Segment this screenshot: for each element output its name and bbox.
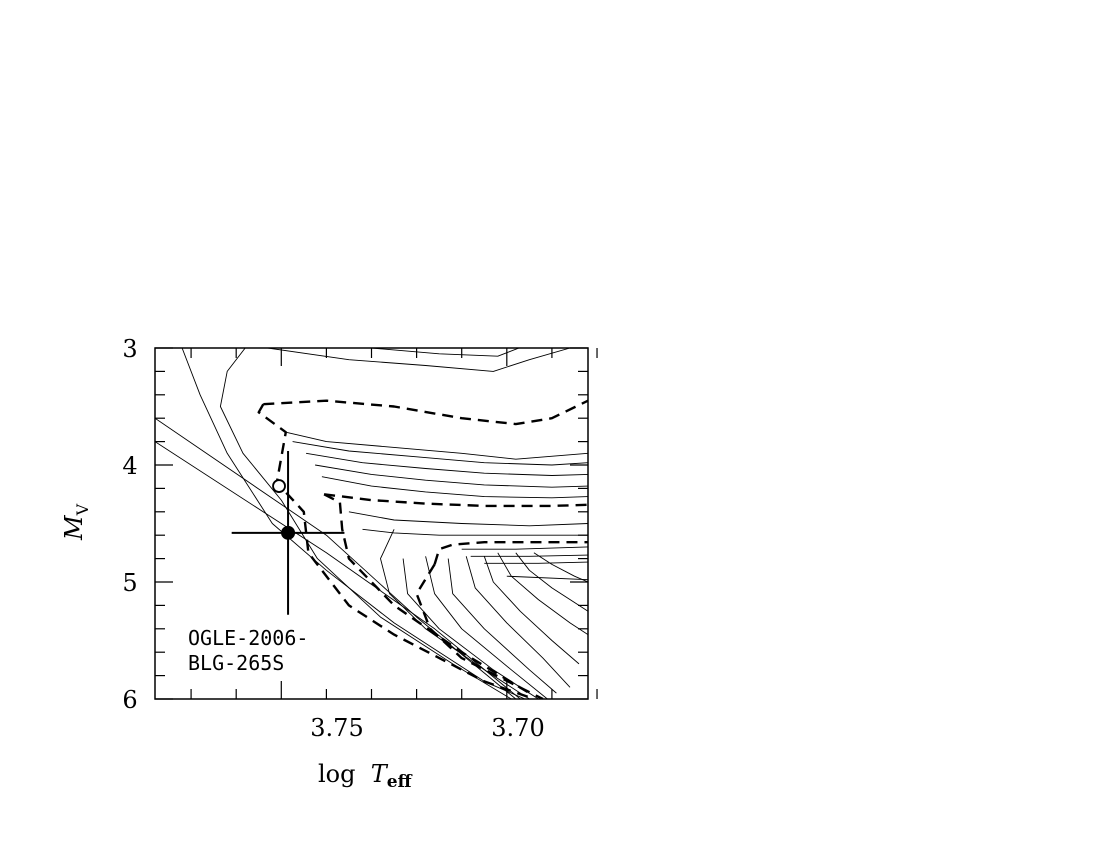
isochrone-25 [497, 552, 588, 635]
isochrone-curves [155, 348, 588, 699]
isochrone-28 [461, 546, 588, 550]
x-tick-label-3.75: 3.75 [310, 714, 363, 742]
isochrone-1 [155, 441, 521, 699]
isochrone-23 [465, 556, 571, 688]
x-axis-label-main: log [318, 760, 371, 788]
isochrone-30 [484, 561, 588, 564]
isochrone-16 [362, 528, 588, 536]
isochrone-5 [371, 348, 521, 357]
isochrone-10 [306, 452, 588, 476]
dashed-isochrone-18 [415, 563, 544, 699]
y-tick-label-4: 4 [122, 452, 137, 480]
isochrone-0 [155, 417, 517, 699]
isochrone-26 [515, 552, 588, 612]
isochrone-11 [315, 464, 588, 488]
isochrone-9 [292, 441, 588, 466]
dashed-isochrone-13 [323, 493, 588, 508]
y-axis-label: MV [60, 503, 92, 541]
isochrone-29 [470, 554, 588, 557]
isochrone-15 [348, 511, 588, 527]
y-tick-label-6: 6 [122, 686, 137, 714]
axis-ticks [155, 347, 598, 700]
isochrone-24 [483, 556, 580, 665]
y-axis-label-var: M [60, 514, 88, 541]
dashed-isochrone-14 [323, 493, 531, 695]
x-tick-label-3.70: 3.70 [491, 714, 544, 742]
isochrone-12 [321, 476, 588, 499]
y-tick-label-5: 5 [122, 569, 137, 597]
isochrone-3 [219, 348, 512, 699]
isochrone-8 [285, 431, 588, 460]
measured-point [281, 525, 296, 540]
x-axis-label-sub: eff [387, 772, 413, 792]
isochrone-19 [380, 529, 530, 699]
annotation-line-1: OGLE-2006- [188, 626, 308, 650]
open-point [272, 479, 286, 493]
x-axis-label-var: T [371, 760, 389, 788]
y-axis-label-sub: V [73, 503, 92, 516]
x-axis-label: log Teff [318, 760, 413, 792]
y-tick-label-3: 3 [122, 335, 137, 363]
isochrone-4 [267, 348, 571, 372]
measurement-markers [231, 450, 345, 615]
isochrone-31 [506, 575, 588, 581]
isochrone-21 [425, 556, 548, 699]
dashed-isochrone-6 [263, 399, 588, 426]
annotation-line-2: BLG-265S [188, 651, 284, 675]
dashed-isochrone-17 [433, 541, 588, 565]
isochrone-20 [402, 558, 539, 699]
isochrone-22 [447, 558, 557, 694]
isochrone-2 [181, 348, 526, 699]
